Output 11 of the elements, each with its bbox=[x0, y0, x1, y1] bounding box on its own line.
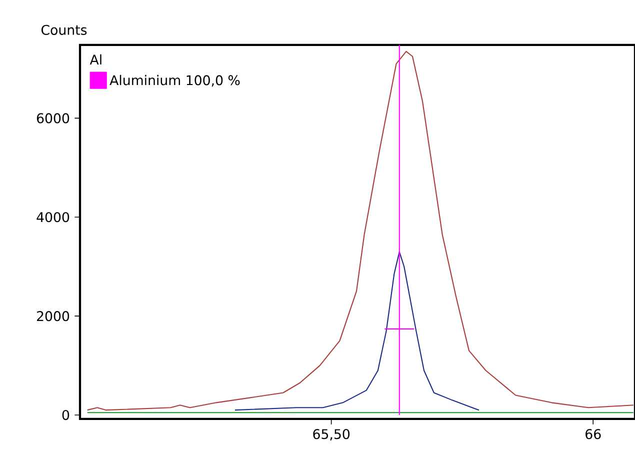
line-series bbox=[86, 50, 634, 411]
y-tick-label: 4000 bbox=[36, 212, 70, 222]
y-axis-title: Counts bbox=[41, 24, 87, 35]
line-series bbox=[234, 251, 480, 411]
legend-label: Aluminium 100,0 % bbox=[110, 74, 240, 87]
y-tick-label: 6000 bbox=[36, 113, 70, 124]
y-tick-label: 0 bbox=[62, 410, 70, 420]
x-tick-label: 65,50 bbox=[313, 429, 350, 440]
y-tick-label: 2000 bbox=[37, 311, 70, 322]
legend-title: Al bbox=[90, 54, 102, 64]
x-tick-label: 66 bbox=[586, 429, 601, 440]
